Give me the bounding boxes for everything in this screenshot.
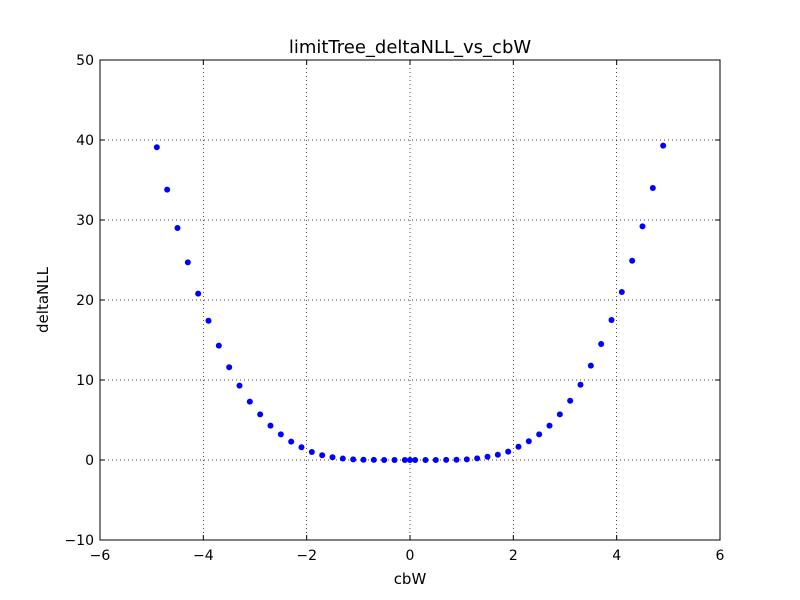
ticks: −6 −4 −2 0 2 4 6 −10 0 10 20 30 40 50 [64,53,724,564]
data-point [164,186,171,193]
y-tick-label: 10 [76,373,94,389]
data-point [546,422,553,429]
data-point [319,452,326,459]
x-axis-label: cbW [394,570,427,588]
data-point [267,422,274,429]
plot-area-frame [99,59,721,541]
data-point [525,438,532,445]
data-point [236,382,243,389]
x-tick-label: −4 [193,548,214,564]
data-point [257,411,264,418]
chart-title: limitTree_deltaNLL_vs_cbW [289,37,532,58]
data-point [153,144,160,151]
data-point [629,257,636,264]
data-point [215,342,222,349]
data-point [639,223,646,230]
data-point [484,453,491,460]
data-point [350,456,357,463]
grid [100,60,720,540]
data-point [463,456,470,463]
data-point [567,397,574,404]
data-point [205,317,212,324]
y-tick-label: 0 [85,453,94,469]
data-point [339,455,346,462]
y-axis-label: deltaNLL [34,266,52,333]
y-tick-label: 30 [76,213,94,229]
y-tick-label: −10 [64,533,94,549]
data-point [308,449,315,455]
data-point [195,290,202,297]
data-point [401,457,408,463]
data-point [453,456,460,463]
data-point [407,457,413,463]
y-tick-label: 40 [76,133,94,149]
data-point [288,438,295,445]
data-point [246,398,253,405]
data-point [587,362,594,369]
y-tick-label: 20 [76,293,94,309]
data-point [443,456,450,463]
data-point [381,457,388,463]
x-tick-label: 6 [716,548,725,564]
data-point [536,431,543,438]
data-point [618,289,625,295]
data-point [577,381,584,388]
x-tick-label: −6 [90,548,111,564]
data-point [556,411,563,418]
data-point [608,317,615,323]
data-point [298,444,305,451]
data-point [277,431,284,438]
x-tick-label: 4 [612,548,621,564]
x-tick-label: −2 [296,548,317,564]
data-point [474,455,481,462]
data-point [329,454,336,461]
data-point [184,259,191,266]
x-tick-label: 2 [509,548,518,564]
data-point [370,456,377,463]
data-point [360,456,367,463]
data-point [412,457,419,463]
data-point [391,457,398,463]
data-point [660,142,667,149]
data-point [505,448,512,455]
data-point [598,341,605,347]
data-point [432,457,439,463]
data-point [494,451,501,458]
data-point [422,457,429,463]
data-point [226,364,233,371]
data-points [153,142,667,463]
data-point [174,225,181,231]
data-point [649,185,656,191]
data-point [515,443,522,450]
x-tick-label: 0 [406,548,415,564]
y-tick-label: 50 [76,53,94,69]
